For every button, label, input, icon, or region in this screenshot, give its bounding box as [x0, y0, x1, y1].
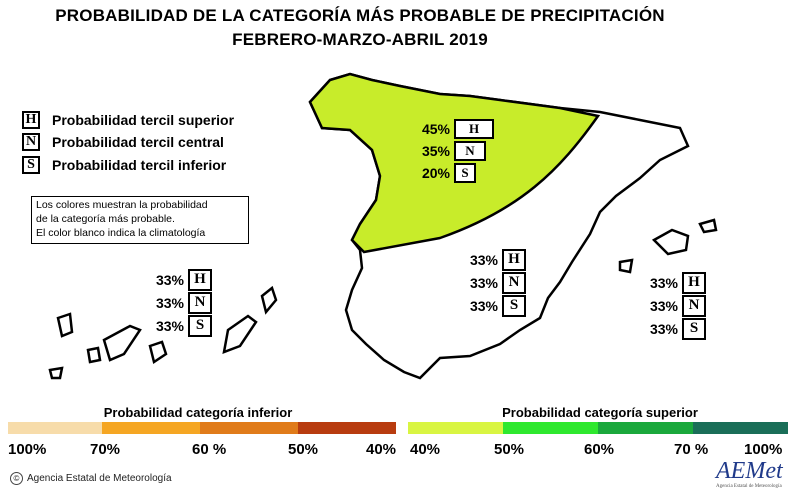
inferior-tick-40: 40% [366, 441, 397, 458]
footer-agency: Agencia Estatal de Meteorología [27, 473, 172, 484]
legend-label-central: Probabilidad tercil central [52, 134, 224, 150]
color-note: Los colores muestran la probabilidad de … [31, 196, 249, 244]
north-n-box: N [454, 141, 486, 161]
superior-tick-40: 40% [410, 441, 441, 458]
copyright-icon: © [10, 472, 23, 485]
north-s-box: S [454, 163, 476, 183]
canarias-n-pct: 33% [155, 294, 184, 311]
north-h-box: H [454, 119, 494, 139]
north-h-pct: 45% [421, 121, 450, 137]
la-palma-island [56, 312, 74, 338]
legend-item-superior: H Probabilidad tercil superior [22, 110, 234, 130]
south-s-box: S [502, 294, 526, 317]
baleares-s-pct: 33% [649, 320, 678, 337]
map-subtitle: FEBRERO-MARZO-ABRIL 2019 [232, 30, 488, 49]
inferior-swatch-3 [200, 422, 298, 434]
superior-swatch-3 [598, 422, 693, 434]
menorca-island [698, 218, 718, 234]
baleares-h-box: H [682, 271, 706, 294]
inferior-tick-100: 100% [8, 441, 47, 458]
legend-letter-s: S [22, 156, 40, 174]
legend-letter-h: H [22, 111, 40, 129]
superior-tick-50: 50% [494, 441, 525, 458]
lanzarote-island [260, 285, 278, 315]
tenerife-island [102, 324, 142, 362]
map-title: PROBABILIDAD DE LA CATEGORÍA MÁS PROBABL… [55, 6, 665, 25]
inferior-color-bar [8, 422, 396, 434]
el-hierro-island [48, 366, 64, 380]
inferior-swatch-2 [102, 422, 200, 434]
la-gomera-island [86, 346, 102, 364]
canarias-h-box: H [188, 268, 212, 291]
logo-text: AEMet [716, 458, 783, 484]
mallorca-island [651, 228, 690, 256]
superior-swatch-2 [503, 422, 598, 434]
south-h-box: H [502, 248, 526, 271]
canarias-probabilities: 33% H 33% N 33% S [146, 268, 212, 337]
baleares-probabilities: 33% H 33% N 33% S [640, 271, 706, 340]
inferior-tick-70: 70% [90, 441, 121, 458]
note-line-2: de la categoría más probable. [36, 213, 175, 225]
note-line-1: Los colores muestran la probabilidad [36, 199, 208, 211]
logo-subtext: Agencia Estatal de Meteorología [716, 484, 782, 489]
baleares-n-box: N [682, 294, 706, 317]
north-n-pct: 35% [421, 143, 450, 159]
canarias-s-box: S [188, 314, 212, 337]
south-h-pct: 33% [469, 251, 498, 268]
gran-canaria-island [148, 340, 168, 365]
inferior-tick-50: 50% [288, 441, 319, 458]
canarias-h-pct: 33% [155, 271, 184, 288]
legend-letter-n: N [22, 133, 40, 151]
north-s-pct: 20% [421, 165, 450, 181]
ibiza-island [618, 258, 634, 274]
canarias-n-box: N [188, 291, 212, 314]
inferior-tick-60: 60 % [192, 441, 227, 458]
baleares-h-pct: 33% [649, 274, 678, 291]
legend-label-inferior: Probabilidad tercil inferior [52, 157, 227, 173]
footer-credit: © Agencia Estatal de Meteorología [10, 472, 172, 485]
baleares-n-pct: 33% [649, 297, 678, 314]
superior-tick-100: 100% [744, 441, 783, 458]
superior-swatch-4 [693, 422, 788, 434]
south-s-pct: 33% [469, 297, 498, 314]
legend-item-inferior: S Probabilidad tercil inferior [22, 155, 226, 175]
inferior-swatch-4 [298, 422, 396, 434]
baleares-s-box: S [682, 317, 706, 340]
south-n-box: N [502, 271, 526, 294]
aemet-logo: AEMet Agencia Estatal de Meteorología [716, 458, 783, 489]
superior-tick-70: 70 % [674, 441, 709, 458]
north-probabilities: 45% H 35% N 20% S [412, 118, 494, 184]
fuerteventura-island [222, 314, 258, 354]
canarias-s-pct: 33% [155, 317, 184, 334]
note-line-3: El color blanco indica la climatología [36, 227, 206, 239]
south-n-pct: 33% [469, 274, 498, 291]
superior-tick-60: 60% [584, 441, 615, 458]
legend-item-central: N Probabilidad tercil central [22, 132, 224, 152]
superior-swatch-1 [408, 422, 503, 434]
inferior-swatch-1 [8, 422, 102, 434]
superior-color-bar [408, 422, 788, 434]
legend-label-superior: Probabilidad tercil superior [52, 112, 235, 128]
inferior-scale-title: Probabilidad categoría inferior [103, 405, 293, 420]
south-probabilities: 33% H 33% N 33% S [460, 248, 526, 317]
superior-scale-title: Probabilidad categoría superior [502, 405, 698, 420]
